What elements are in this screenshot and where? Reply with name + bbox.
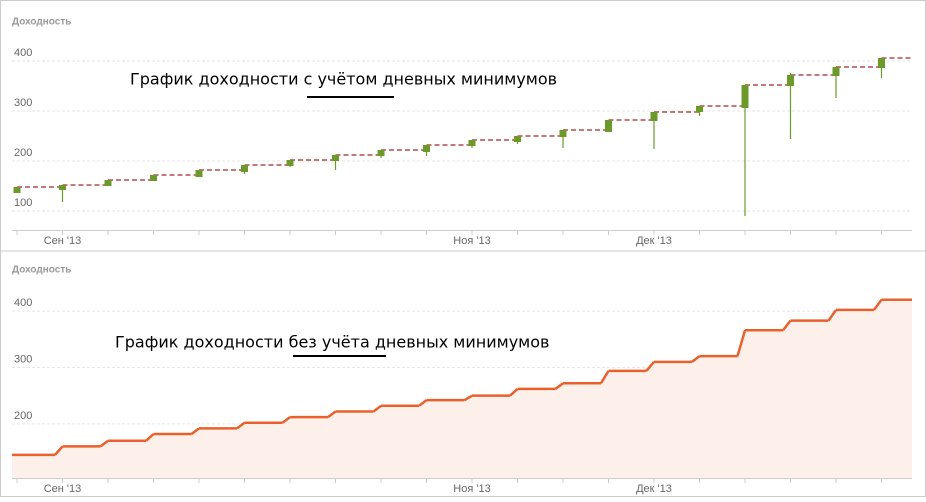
y-tick-label: 400 xyxy=(14,47,32,59)
candle-body xyxy=(650,112,658,121)
candle-body xyxy=(423,145,430,152)
step-riser xyxy=(281,416,291,424)
candle-body xyxy=(377,150,385,156)
candle-body xyxy=(286,160,294,166)
y-tick-label: 300 xyxy=(14,97,32,109)
step-riser xyxy=(736,329,747,357)
annotation: График доходности с учётом дневных миним… xyxy=(130,70,557,89)
step-riser xyxy=(872,299,883,311)
step-riser xyxy=(99,439,109,448)
step-riser xyxy=(418,399,428,407)
candle-body xyxy=(59,185,66,190)
step-riser xyxy=(145,433,155,442)
step-riser xyxy=(554,382,564,390)
candle-body xyxy=(787,75,794,86)
area-fill xyxy=(12,299,912,478)
candle-body xyxy=(878,58,885,68)
step-riser xyxy=(827,309,838,322)
step-riser xyxy=(236,421,246,430)
x-tick-label: Ноя '13 xyxy=(453,483,490,495)
x-tick-label: Дек '13 xyxy=(636,235,672,247)
candle-body xyxy=(241,165,248,172)
step-riser xyxy=(372,404,382,413)
x-tick-label: Ноя '13 xyxy=(453,235,490,247)
y-tick-label: 200 xyxy=(14,147,32,159)
candle-body xyxy=(605,120,612,132)
candle-body xyxy=(150,175,157,181)
candle-body xyxy=(514,136,521,142)
step-riser xyxy=(599,370,610,384)
candle-body xyxy=(741,85,749,108)
annotation: График доходности без учёта дневных мини… xyxy=(115,333,549,352)
step-riser xyxy=(190,427,200,436)
step-riser xyxy=(691,355,701,363)
y-tick-label: 400 xyxy=(14,297,32,309)
candle-body xyxy=(195,170,203,177)
candle-body xyxy=(832,67,840,76)
x-tick-label: Сен '13 xyxy=(44,483,82,495)
y-title: Доходность xyxy=(12,17,71,28)
y-tick-label: 100 xyxy=(14,197,32,209)
step-riser xyxy=(463,394,473,402)
candle-body xyxy=(104,180,112,186)
x-tick-label: Сен '13 xyxy=(44,235,82,247)
candle-body xyxy=(13,187,21,193)
y-title: Доходность xyxy=(12,265,71,276)
y-tick-label: 200 xyxy=(14,410,32,422)
candle-body xyxy=(559,130,567,137)
y-tick-label: 300 xyxy=(14,353,32,365)
candle-body xyxy=(696,106,703,112)
candle-body xyxy=(468,140,476,146)
candle-body xyxy=(332,155,339,161)
step-riser xyxy=(327,410,337,419)
x-tick-label: Дек '13 xyxy=(636,483,672,495)
step-riser xyxy=(54,445,64,456)
step-riser xyxy=(782,319,792,332)
step-riser xyxy=(509,387,519,397)
step-riser xyxy=(645,361,655,372)
